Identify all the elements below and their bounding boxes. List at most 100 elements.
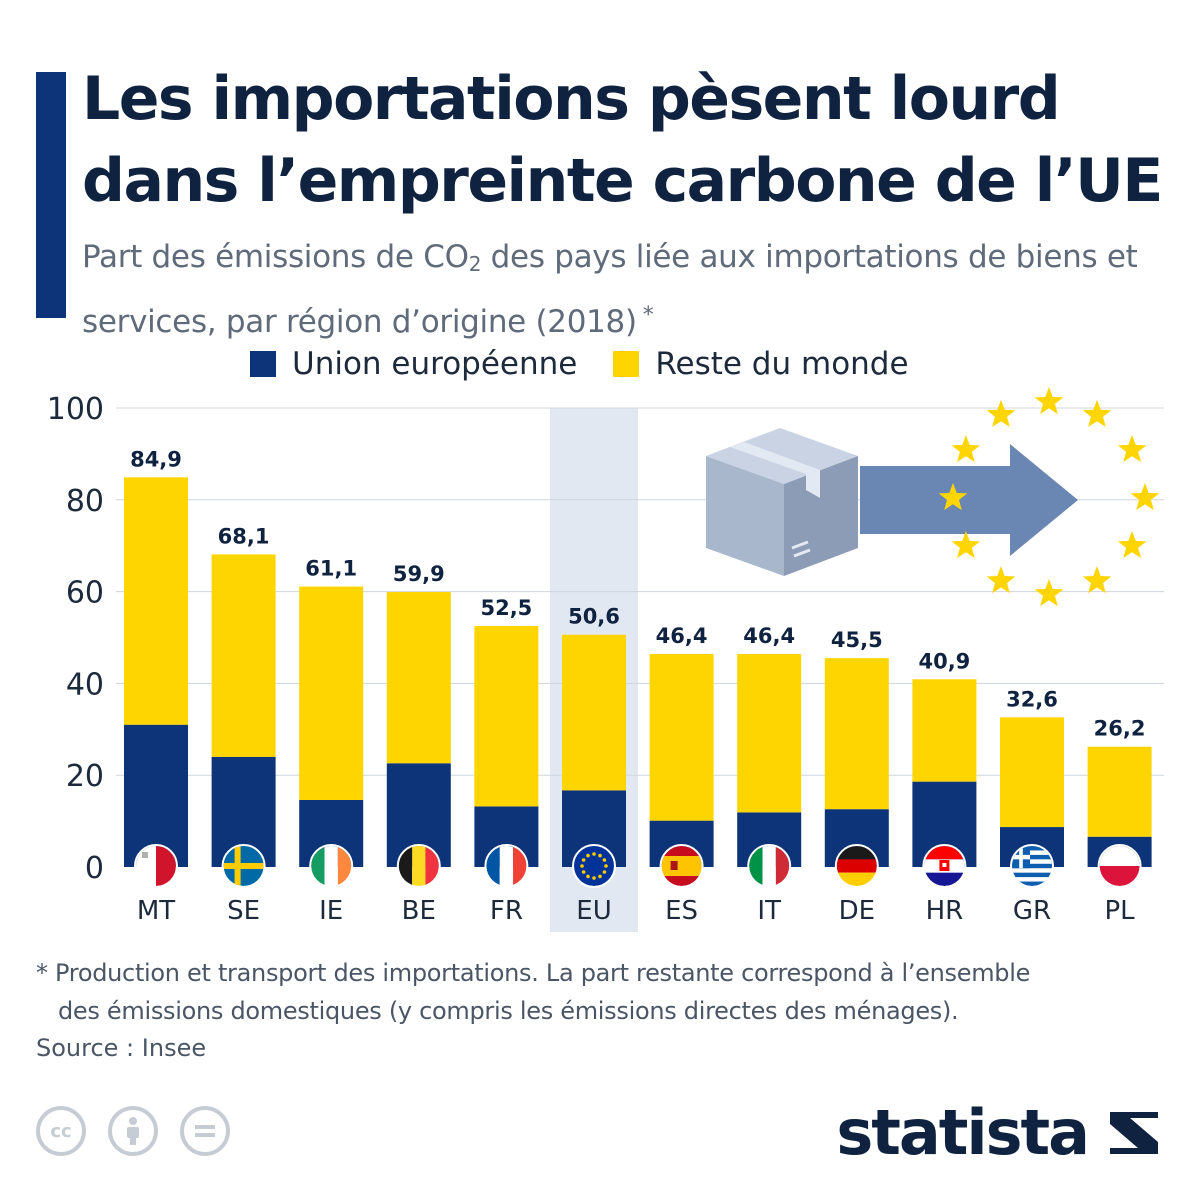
data-label-ie: 61,1 <box>305 557 357 581</box>
chart-legend: Union européenne Reste du monde <box>250 346 945 382</box>
data-label-eu: 50,6 <box>568 605 620 629</box>
brand[interactable]: statista <box>836 1096 1164 1169</box>
bar-fr-row <box>474 626 539 807</box>
eu-star-icon <box>1117 435 1147 463</box>
x-tick-label-de: DE <box>839 896 875 926</box>
germany-flag-icon <box>834 844 879 888</box>
bar-pl-row <box>1087 746 1152 837</box>
footnote-marker: * <box>642 303 654 328</box>
legend-label-row: Reste du monde <box>655 346 909 382</box>
eu-star-icon <box>1082 566 1112 594</box>
y-tick-label: 60 <box>66 576 104 611</box>
data-label-pl: 26,2 <box>1094 717 1146 741</box>
legend-label-eu: Union européenne <box>292 346 578 382</box>
eu-star-icon <box>951 531 981 559</box>
stacked-bar-chart: 0 20 40 60 80 100 84,9 MT 68,1 SE 61,1 IE 59,9 BE 52,5… <box>47 387 1164 932</box>
eu-flag-icon <box>572 844 616 888</box>
bar-gr-row <box>1000 717 1064 828</box>
x-tick-label-mt: MT <box>137 896 175 926</box>
arrow-right-icon <box>860 444 1078 556</box>
bar-de-row <box>824 658 889 810</box>
eu-star-icon <box>1034 579 1064 607</box>
legend-item-eu: Union européenne <box>250 346 577 382</box>
france-flag-icon <box>484 844 529 888</box>
belgium-flag-icon <box>396 844 441 888</box>
poland-flag-icon <box>1097 844 1142 888</box>
bar-it-row <box>737 654 802 813</box>
data-label-de: 45,5 <box>831 628 883 652</box>
sweden-flag-icon <box>221 844 266 888</box>
data-label-gr: 32,6 <box>1006 687 1058 711</box>
x-tick-label-hr: HR <box>926 896 964 926</box>
parcel-box-icon <box>706 428 858 576</box>
no-derivatives-icon[interactable] <box>180 1106 230 1156</box>
y-tick-label: 20 <box>66 759 104 794</box>
legend-swatch-eu <box>250 351 276 377</box>
bar-se-row <box>211 554 276 757</box>
eu-stars-circle-icon <box>938 387 1160 607</box>
malta-flag-icon <box>134 844 178 888</box>
y-tick-label: 100 <box>47 392 104 427</box>
bar-mt-row <box>124 477 188 725</box>
croatia-flag-icon <box>922 844 967 888</box>
box-side-face <box>784 456 858 576</box>
page-title: Les importations pèsent lourd dans l’emp… <box>82 58 1192 222</box>
brand-name: statista <box>836 1096 1090 1169</box>
attribution-icon[interactable] <box>108 1106 158 1156</box>
data-label-fr: 52,5 <box>480 596 532 620</box>
statista-logo-icon <box>1104 1103 1164 1162</box>
y-tick-label: 0 <box>85 851 104 886</box>
data-label-mt: 84,9 <box>130 447 182 471</box>
eu-star-icon <box>951 435 981 463</box>
y-tick-label: 40 <box>66 667 104 702</box>
eu-star-icon <box>986 399 1016 427</box>
data-label-it: 46,4 <box>743 624 795 648</box>
bar-be-row <box>386 592 451 764</box>
x-tick-label-be: BE <box>402 896 436 926</box>
data-label-se: 68,1 <box>218 524 270 548</box>
x-tick-label-pl: PL <box>1105 896 1136 926</box>
eu-star-icon <box>938 483 968 511</box>
y-tick-label: 80 <box>66 484 104 519</box>
eu-star-icon <box>1082 399 1112 427</box>
x-tick-label-gr: GR <box>1013 896 1051 926</box>
data-label-es: 46,4 <box>656 624 708 648</box>
box-front-face <box>706 456 784 576</box>
x-tick-label-ie: IE <box>319 896 343 926</box>
data-label-be: 59,9 <box>393 562 445 586</box>
greece-flag-icon <box>1010 844 1054 888</box>
x-tick-label-it: IT <box>757 896 781 926</box>
bar-eu-row <box>562 634 626 791</box>
box-tape <box>730 442 820 498</box>
italy-flag-icon <box>747 844 792 888</box>
eu-star-icon <box>986 566 1016 594</box>
legend-swatch-row <box>613 351 640 377</box>
subtitle: Part des émissions de CO2 des pays liée … <box>82 239 1138 340</box>
bar-ie-row <box>299 586 364 800</box>
footnote-line-2: des émissions domestiques (y compris les… <box>58 997 959 1025</box>
creative-commons-icon[interactable]: cc <box>36 1106 86 1156</box>
title-line-1: Les importations pèsent lourd <box>82 64 1061 134</box>
eu-star-icon <box>1130 483 1160 511</box>
eu-star-icon <box>1117 531 1147 559</box>
data-label-hr: 40,9 <box>918 649 970 673</box>
license-icons: cc <box>36 1106 252 1156</box>
x-tick-label-es: ES <box>665 896 698 926</box>
title-line-2: dans l’empreinte carbone de l’UE <box>82 146 1163 216</box>
eu-star-icon <box>1034 387 1064 415</box>
x-tick-label-fr: FR <box>490 896 523 926</box>
footnote-line-1: * Production et transport des importatio… <box>36 959 1031 987</box>
bar-mt-eu <box>124 724 188 867</box>
source-label: Source : Insee <box>36 1034 207 1062</box>
bar-es-row <box>649 654 714 821</box>
spain-flag-icon <box>659 844 704 888</box>
bar-hr-row <box>912 679 977 782</box>
legend-item-row: Reste du monde <box>613 346 909 382</box>
x-tick-label-eu: EU <box>576 896 611 926</box>
x-tick-label-se: SE <box>227 896 260 926</box>
accent-bar <box>36 72 66 318</box>
ireland-flag-icon <box>309 844 354 888</box>
box-label <box>791 540 811 558</box>
import-illustration <box>706 387 1160 607</box>
footnote: * Production et transport des importatio… <box>36 954 1176 1030</box>
